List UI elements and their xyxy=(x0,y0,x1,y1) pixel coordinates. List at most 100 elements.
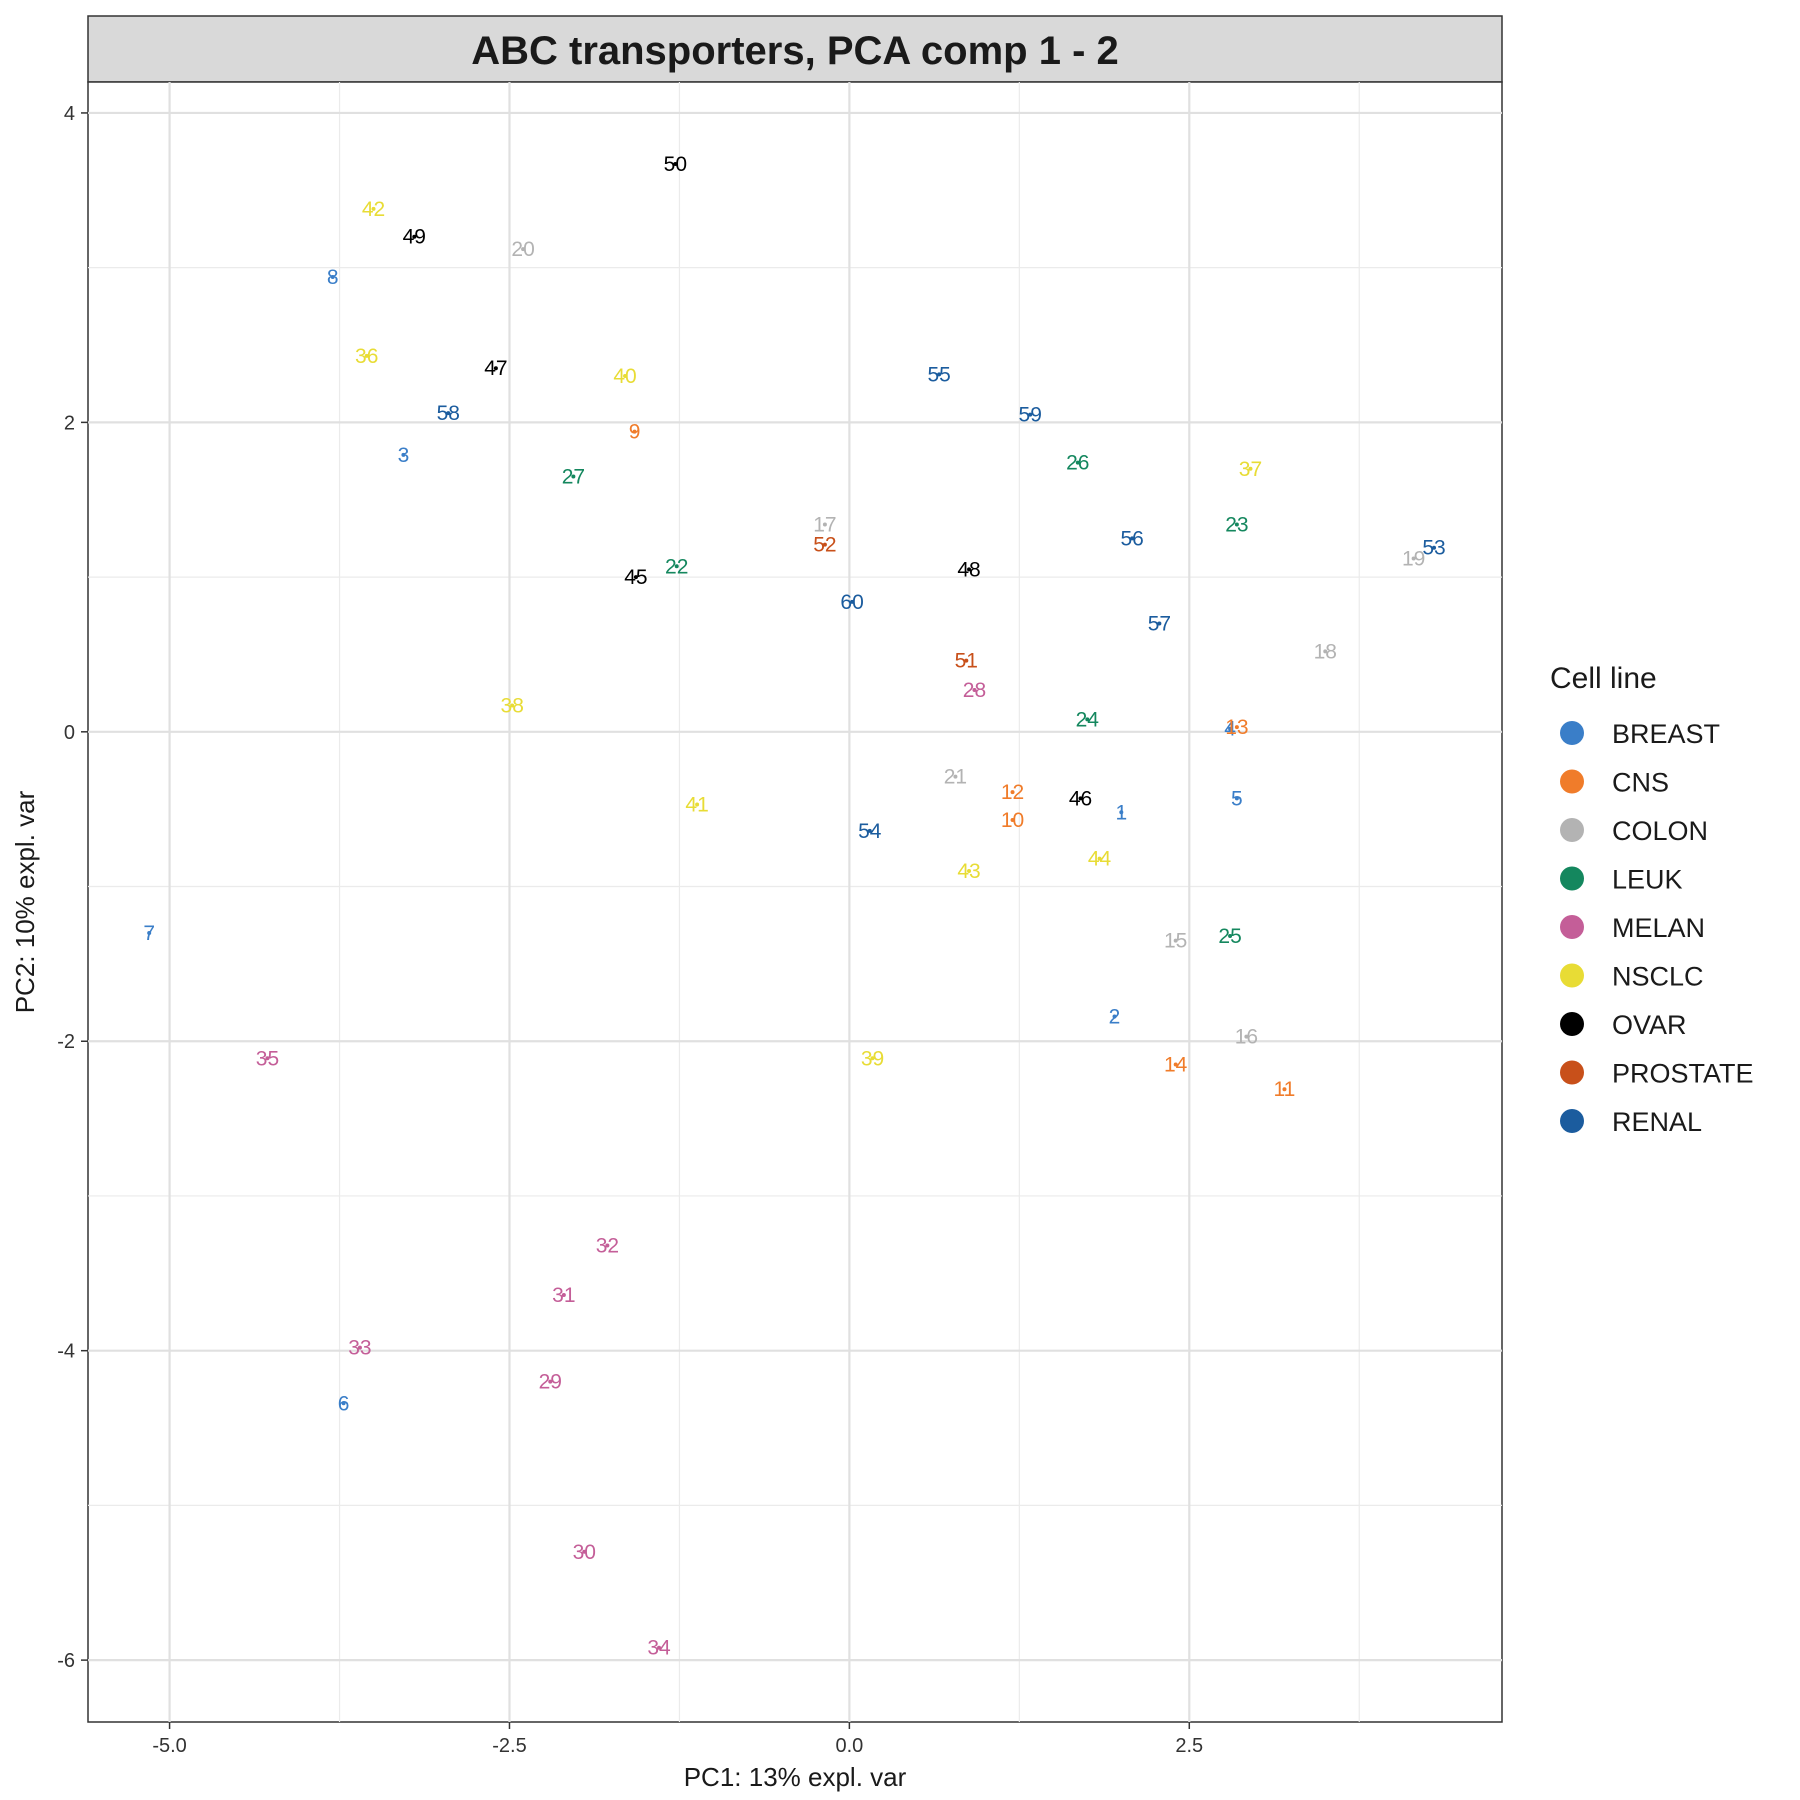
data-point-marker xyxy=(493,366,498,371)
data-point-marker xyxy=(446,411,451,416)
data-point-marker xyxy=(1411,556,1416,561)
data-point-label: 9 xyxy=(629,421,641,444)
data-point-label: 35 xyxy=(256,1047,279,1070)
data-point-label: 25 xyxy=(1218,925,1241,948)
data-point-marker xyxy=(1234,796,1239,801)
data-point-label: 21 xyxy=(944,766,967,789)
data-point-marker xyxy=(330,274,335,279)
data-point-marker xyxy=(412,234,417,239)
data-point-label: 24 xyxy=(1076,708,1100,731)
data-point-marker xyxy=(1010,818,1015,822)
legend-key xyxy=(1560,721,1584,745)
data-point-marker xyxy=(510,703,515,708)
data-point-label: 45 xyxy=(624,566,647,589)
legend-key xyxy=(1560,818,1584,842)
data-point-marker xyxy=(341,1401,346,1406)
legend-key xyxy=(1560,769,1584,794)
legend-entry-label: OVAR xyxy=(1612,1010,1687,1040)
data-point-label: 39 xyxy=(861,1047,884,1070)
data-point-marker xyxy=(364,353,369,358)
x-tick-label: 2.5 xyxy=(1175,1735,1203,1757)
data-point-marker xyxy=(822,522,827,527)
data-point-marker xyxy=(1130,536,1135,541)
data-point-marker xyxy=(623,373,628,378)
data-point-label: 38 xyxy=(501,695,524,718)
y-tick-label: -6 xyxy=(57,1650,75,1672)
data-point-label: 60 xyxy=(840,591,863,614)
data-point-marker xyxy=(953,774,958,779)
data-point-marker xyxy=(548,1379,553,1384)
data-point-marker xyxy=(1228,726,1233,731)
data-point-marker xyxy=(657,1645,662,1650)
data-point-label: 19 xyxy=(1402,548,1425,571)
data-point-marker xyxy=(1085,717,1090,722)
y-tick-label: -2 xyxy=(57,1031,75,1053)
legend-entry-label: CNS xyxy=(1612,768,1669,798)
data-point-label: 10 xyxy=(1001,809,1024,832)
data-point-label: 59 xyxy=(1019,404,1042,427)
data-point-marker xyxy=(673,162,678,166)
data-point-marker xyxy=(1010,790,1015,795)
legend-entry-label: RENAL xyxy=(1612,1107,1702,1137)
data-point-label: 58 xyxy=(437,402,460,425)
data-point-label: 11 xyxy=(1274,1078,1296,1101)
data-point-label: 12 xyxy=(1001,781,1024,804)
data-point-label: 55 xyxy=(927,363,950,386)
data-point-marker xyxy=(1112,1014,1117,1019)
data-point-label: 57 xyxy=(1148,613,1171,636)
data-point-marker xyxy=(1323,649,1328,654)
data-point-label: 16 xyxy=(1235,1026,1258,1049)
legend-key xyxy=(1560,1109,1584,1133)
x-tick-label: 0.0 xyxy=(835,1735,863,1757)
data-point-marker xyxy=(1234,522,1239,527)
data-point-marker xyxy=(357,1345,362,1350)
data-point-label: 6 xyxy=(338,1392,350,1415)
data-point-marker xyxy=(695,802,700,807)
data-point-marker xyxy=(1157,621,1162,626)
y-tick-label: 2 xyxy=(64,412,75,434)
data-point-marker xyxy=(1119,810,1124,815)
data-point-label: 31 xyxy=(552,1284,575,1307)
data-point-marker xyxy=(870,1056,875,1061)
data-point-marker xyxy=(867,828,872,833)
data-point-marker xyxy=(1248,466,1253,471)
data-point-marker xyxy=(521,247,526,252)
data-point-marker xyxy=(1244,1034,1249,1039)
x-tick-label: -5.0 xyxy=(152,1735,186,1757)
data-point-label: 4 xyxy=(1224,718,1236,741)
data-point-marker xyxy=(1078,796,1083,801)
legend-entry-label: COLON xyxy=(1612,816,1708,846)
data-point-marker xyxy=(1282,1087,1287,1092)
data-point-marker xyxy=(582,1549,587,1554)
data-point-marker xyxy=(632,429,637,434)
data-point-label: 2 xyxy=(1109,1005,1121,1028)
data-point-label: 32 xyxy=(596,1234,619,1257)
legend-entry-label: NSCLC xyxy=(1612,962,1704,992)
data-point-marker xyxy=(1097,856,1102,861)
data-point-marker xyxy=(822,542,827,547)
data-point-label: 20 xyxy=(511,238,534,261)
data-point-label: 54 xyxy=(858,820,882,843)
data-point-label: 14 xyxy=(1164,1053,1188,1076)
data-point-marker xyxy=(1228,934,1233,939)
data-point-label: 13 xyxy=(1225,716,1248,739)
data-point-marker xyxy=(1432,545,1437,550)
data-point-label: 17 xyxy=(813,513,836,536)
legend-entry-label: PROSTATE xyxy=(1612,1059,1754,1089)
data-point-label: 40 xyxy=(613,365,636,388)
data-point-label: 46 xyxy=(1069,787,1092,810)
data-point-label: 51 xyxy=(955,650,978,673)
data-point-label: 8 xyxy=(327,266,339,289)
grid-lines xyxy=(88,82,1502,1722)
data-point-label: 34 xyxy=(647,1637,671,1660)
data-point-marker xyxy=(972,688,977,693)
title-strip xyxy=(87,15,1503,83)
data-point-label: 3 xyxy=(398,444,410,467)
data-point-label: 5 xyxy=(1231,787,1243,810)
data-point-label: 44 xyxy=(1088,848,1112,871)
data-point-label: 1 xyxy=(1115,801,1127,824)
data-point-label: 18 xyxy=(1314,640,1337,663)
data-point-marker xyxy=(605,1243,610,1248)
data-point-label: 7 xyxy=(143,922,155,945)
